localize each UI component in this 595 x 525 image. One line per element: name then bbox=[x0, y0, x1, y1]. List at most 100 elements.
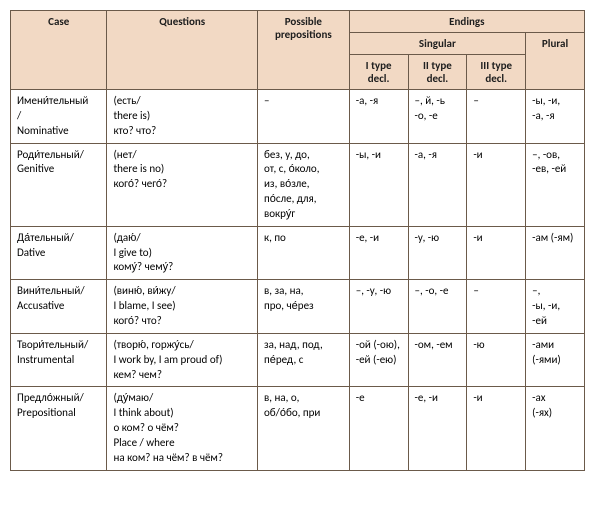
hdr-type3: III type decl. bbox=[467, 55, 526, 90]
cell-prepositions-line: вокру́г bbox=[264, 207, 343, 222]
cell-type3-line: – bbox=[473, 284, 519, 299]
cell-case-line: Prepositional bbox=[17, 406, 100, 421]
cell-type1: -е, -и bbox=[349, 226, 408, 280]
cell-questions-line: I work by, I am proud of) bbox=[113, 353, 251, 368]
cell-questions-line: (нет/ bbox=[113, 148, 251, 163]
cell-type2: –, й, -ь-о, -е bbox=[408, 90, 467, 144]
hdr-prepositions: Possible prepositions bbox=[257, 11, 349, 90]
cell-case-line: Accusative bbox=[17, 299, 100, 314]
cell-plural-line: –, -ов, bbox=[532, 148, 578, 163]
cell-type1-line: -ы, -и bbox=[356, 148, 402, 163]
cell-type1: –, -у, -ю bbox=[349, 280, 408, 334]
cell-type2-line: -у, -ю bbox=[415, 231, 461, 246]
cell-case-line: Да́тельный/ bbox=[17, 231, 100, 246]
cell-questions: (виню́, ви́жу/I blame, I see)кого́? что? bbox=[107, 280, 258, 334]
cell-case-line: Dative bbox=[17, 246, 100, 261]
table-row: Роди́тельный/Genitive (нет/there is no)ко… bbox=[11, 143, 585, 226]
cell-case: Да́тельный/Dative bbox=[11, 226, 107, 280]
cell-prepositions-line: об/о́бо, при bbox=[264, 406, 343, 421]
cell-case-line: Вини́тельный/ bbox=[17, 284, 100, 299]
cell-plural: -ам (-ям) bbox=[526, 226, 585, 280]
cell-prepositions: в, за, на,про, че́рез bbox=[257, 280, 349, 334]
cell-type2-line: –, й, -ь bbox=[415, 94, 461, 109]
cell-type2-line: -е, -и bbox=[415, 391, 461, 406]
cell-case-line: Роди́тельный/ bbox=[17, 148, 100, 163]
cell-type1-line: –, -у, -ю bbox=[356, 284, 402, 299]
cell-questions-line: there is no) bbox=[113, 162, 251, 177]
hdr-type1: I type decl. bbox=[349, 55, 408, 90]
cell-type1: -а, -я bbox=[349, 90, 408, 144]
cell-plural-line: –, bbox=[532, 284, 578, 299]
cell-questions-line: (даю́/ bbox=[113, 231, 251, 246]
cell-case: Твори́тельный/Instrumental bbox=[11, 333, 107, 387]
cell-questions: (даю́/I give to)кому́? чему́? bbox=[107, 226, 258, 280]
cell-prepositions-line: по́сле, для, bbox=[264, 192, 343, 207]
table-row: Предло́жный/Prepositional(ду́маю/I think… bbox=[11, 387, 585, 470]
cell-questions-line: кем? чем? bbox=[113, 368, 251, 383]
cell-type1-line: -е bbox=[356, 391, 402, 406]
cell-prepositions-line: от, с, о́коло, bbox=[264, 162, 343, 177]
cell-prepositions-line: без, у, до, bbox=[264, 148, 343, 163]
hdr-questions: Questions bbox=[107, 11, 258, 90]
cell-questions: (творю́, горжу́сь/I work by, I am proud … bbox=[107, 333, 258, 387]
cell-plural-line: -ам (-ям) bbox=[532, 231, 578, 246]
cell-type1-line: -е, -и bbox=[356, 231, 402, 246]
cell-questions-line: (ду́маю/ bbox=[113, 391, 251, 406]
cell-plural-line: -ы, -и, bbox=[532, 299, 578, 314]
cell-prepositions-line: пе́ред, с bbox=[264, 353, 343, 368]
cell-plural-line: -ев, -ей bbox=[532, 162, 578, 177]
cell-case-line: Nominative bbox=[17, 124, 100, 139]
cell-questions-line: кого́? чего́? bbox=[113, 177, 251, 192]
cell-case-line: Твори́тельный/ bbox=[17, 338, 100, 353]
cell-case-line: Genitive bbox=[17, 162, 100, 177]
table-row: Твори́тельный/Instrumental(творю́, горжу… bbox=[11, 333, 585, 387]
cell-questions-line: о ком? о чём? bbox=[113, 421, 251, 436]
cell-questions: (ду́маю/I think about)о ком? о чём?Place… bbox=[107, 387, 258, 470]
cell-type3: -и bbox=[467, 387, 526, 470]
cell-case: Вини́тельный/Accusative bbox=[11, 280, 107, 334]
hdr-case: Case bbox=[11, 11, 107, 90]
cell-prepositions-line: из, во́зле, bbox=[264, 177, 343, 192]
cell-prepositions: за, над, под,пе́ред, с bbox=[257, 333, 349, 387]
cell-prepositions-line: – bbox=[264, 94, 343, 109]
cell-type3: – bbox=[467, 90, 526, 144]
cell-questions-line: (виню́, ви́жу/ bbox=[113, 284, 251, 299]
cell-type3-line: -и bbox=[473, 391, 519, 406]
cell-case: Предло́жный/Prepositional bbox=[11, 387, 107, 470]
cell-prepositions-line: за, над, под, bbox=[264, 338, 343, 353]
cell-questions-line: there is) bbox=[113, 109, 251, 124]
cell-plural-line: (-ями) bbox=[532, 353, 578, 368]
cell-questions-line: кому́? чему́? bbox=[113, 260, 251, 275]
cell-prepositions-line: к, по bbox=[264, 231, 343, 246]
cell-type3-line: -ю bbox=[473, 338, 519, 353]
cell-type1-line: -ой (-ою), bbox=[356, 338, 402, 353]
cell-questions-line: на ком? на чём? в чём? bbox=[113, 451, 251, 466]
hdr-plural: Plural bbox=[526, 33, 585, 90]
cell-plural-line: (-ях) bbox=[532, 406, 578, 421]
cell-questions-line: кто? что? bbox=[113, 124, 251, 139]
cell-type3: -и bbox=[467, 226, 526, 280]
cell-type2: -а, -я bbox=[408, 143, 467, 226]
cell-case-line: Имени́тельный bbox=[17, 94, 100, 109]
hdr-endings: Endings bbox=[349, 11, 584, 33]
cell-prepositions: в, на, о,об/о́бо, при bbox=[257, 387, 349, 470]
cell-questions: (есть/there is)кто? что? bbox=[107, 90, 258, 144]
cell-type2-line: -о, -е bbox=[415, 109, 461, 124]
cell-case: Имени́тельный/Nominative bbox=[11, 90, 107, 144]
cell-plural-line: -ы, -и, bbox=[532, 94, 578, 109]
russian-cases-table: Case Questions Possible prepositions End… bbox=[10, 10, 585, 471]
table-row: Имени́тельный/Nominative(есть/there is)к… bbox=[11, 90, 585, 144]
cell-plural-line: -ей bbox=[532, 314, 578, 329]
cell-questions: (нет/there is no)кого́? чего́? bbox=[107, 143, 258, 226]
cell-questions-line: Place / where bbox=[113, 436, 251, 451]
cell-plural: -ах(-ях) bbox=[526, 387, 585, 470]
cell-type1-line: -ей (-ею) bbox=[356, 353, 402, 368]
cell-questions-line: (творю́, горжу́сь/ bbox=[113, 338, 251, 353]
hdr-type2: II type decl. bbox=[408, 55, 467, 90]
cell-plural: -ы, -и,-а, -я bbox=[526, 90, 585, 144]
cell-type1: -ы, -и bbox=[349, 143, 408, 226]
hdr-singular: Singular bbox=[349, 33, 525, 55]
cell-questions-line: (есть/ bbox=[113, 94, 251, 109]
cell-prepositions-line: в, за, на, bbox=[264, 284, 343, 299]
table-row: Вини́тельный/Accusative(виню́, ви́жу/I b… bbox=[11, 280, 585, 334]
